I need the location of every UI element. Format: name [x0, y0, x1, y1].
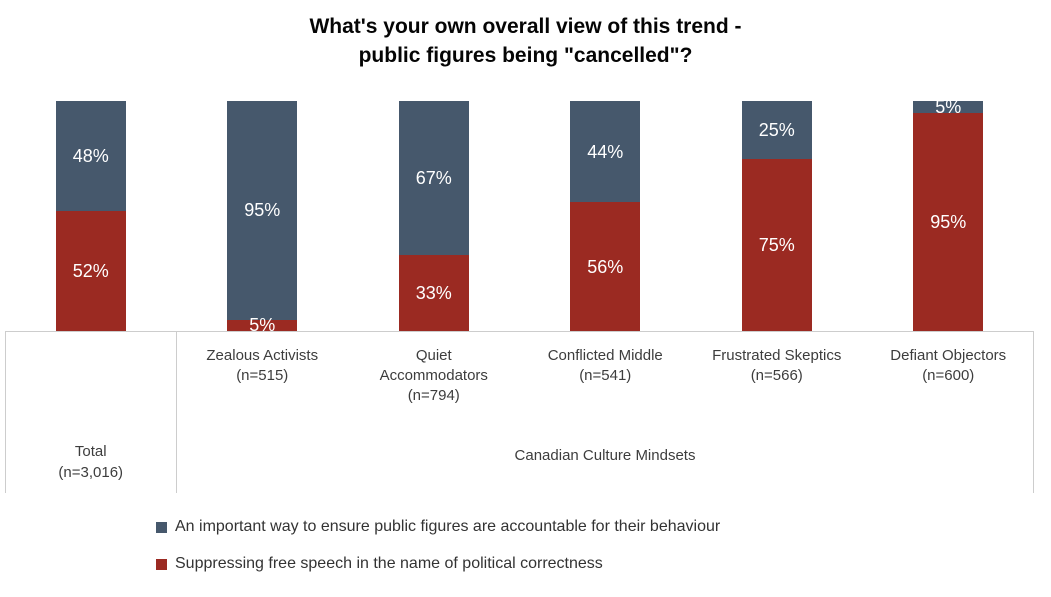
bar-defiant-objectors: 5% 95%	[913, 96, 984, 331]
bar-segment-conflicted-middle-series-0: 44%	[570, 101, 641, 203]
legend-swatch-icon	[156, 558, 167, 570]
legend-swatch-icon	[156, 521, 167, 533]
chart-title: What's your own overall view of this tre…	[309, 15, 742, 67]
data-label: 5%	[935, 96, 962, 117]
bar-zealous-activists: 95% 5%	[227, 101, 298, 334]
bar-segment-total-series-0: 48%	[55, 101, 126, 212]
data-label: 75%	[758, 234, 795, 255]
data-label: 95%	[244, 200, 281, 221]
legend: An important way to ensure public figure…	[156, 516, 720, 590]
category-label-frustrated-skeptics: Frustrated Skeptics (n=566)	[712, 347, 842, 384]
legend-item-1: Suppressing free speech in the name of p…	[156, 553, 720, 575]
data-label: 48%	[72, 146, 109, 167]
legend-label: An important way to ensure public figure…	[175, 518, 721, 535]
axis-border-left	[5, 331, 6, 493]
legend-item-0: An important way to ensure public figure…	[156, 516, 720, 538]
axis-border-right	[1033, 331, 1034, 493]
bar-segment-quiet-series-0: 67%	[398, 101, 469, 256]
data-label: 67%	[415, 168, 452, 189]
data-label: 95%	[930, 211, 967, 232]
bar-segment-defiant-objectors-series-1: 95%	[913, 112, 984, 331]
category-label-defiant-objectors: Defiant Objectors (n=600)	[890, 347, 1007, 384]
bar-segment-frustrated-skeptics-series-0: 25%	[741, 101, 812, 159]
data-label: 52%	[72, 261, 109, 282]
bar-conflicted-middle: 44% 56%	[570, 101, 641, 331]
data-label: 5%	[249, 315, 276, 336]
bar-frustrated-skeptics: 25% 75%	[741, 101, 812, 331]
category-label-total: Total (n=3,016)	[58, 443, 124, 481]
bar-segment-quiet-series-1: 33%	[398, 255, 469, 331]
bar-total: 48% 52%	[55, 101, 126, 331]
bar-segment-defiant-objectors-series-0: 5%	[913, 96, 984, 117]
category-label-zealous-activists: Zealous Activists (n=515)	[206, 347, 319, 384]
axis-group-label: Canadian Culture Mindsets	[514, 447, 696, 464]
bar-segment-zealous-activists-series-1: 5%	[227, 316, 298, 334]
bar-segment-zealous-activists-series-0: 95%	[227, 101, 298, 320]
axis-line	[5, 331, 1034, 332]
data-label: 44%	[587, 141, 624, 162]
data-label: 56%	[587, 256, 624, 277]
category-label-conflicted-middle: Conflicted Middle (n=541)	[547, 347, 663, 384]
data-label: 25%	[758, 119, 795, 140]
axis-divider	[176, 331, 177, 493]
legend-label: Suppressing free speech in the name of p…	[175, 555, 603, 572]
data-label: 33%	[415, 283, 452, 304]
category-label-quiet: Quiet Accommodators (n=794)	[379, 347, 488, 404]
bar-segment-frustrated-skeptics-series-1: 75%	[741, 158, 812, 331]
bar-segment-conflicted-middle-series-1: 56%	[570, 202, 641, 331]
plot-area: 48% 52% 95% 5% 67% 33% 44% 56% 25% 75% 5% 95%	[5, 96, 1034, 334]
bar-segment-total-series-1: 52%	[55, 211, 126, 331]
category-axis: Canadian Culture Mindsets Total (n=3,016…	[5, 331, 1034, 493]
bar-quiet: 67% 33%	[398, 101, 469, 331]
